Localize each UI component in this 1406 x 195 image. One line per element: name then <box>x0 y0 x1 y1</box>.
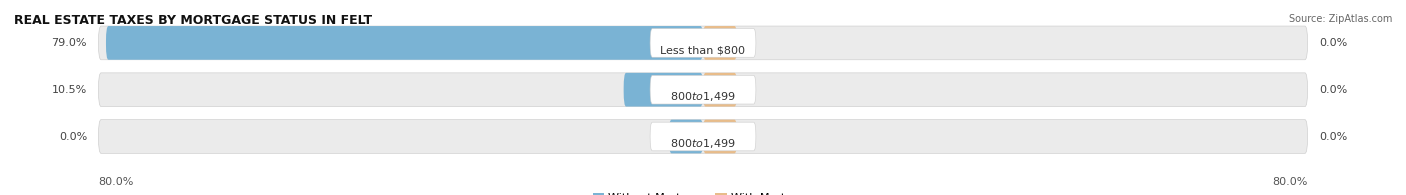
Text: $800 to $1,499: $800 to $1,499 <box>671 90 735 103</box>
Text: Less than $800: Less than $800 <box>661 45 745 55</box>
FancyBboxPatch shape <box>703 120 737 153</box>
Text: $800 to $1,499: $800 to $1,499 <box>671 137 735 150</box>
Text: 10.5%: 10.5% <box>52 85 87 95</box>
Text: 0.0%: 0.0% <box>1319 38 1347 48</box>
FancyBboxPatch shape <box>669 120 703 153</box>
FancyBboxPatch shape <box>624 73 703 106</box>
FancyBboxPatch shape <box>703 73 737 106</box>
FancyBboxPatch shape <box>650 29 756 57</box>
Text: REAL ESTATE TAXES BY MORTGAGE STATUS IN FELT: REAL ESTATE TAXES BY MORTGAGE STATUS IN … <box>14 14 373 27</box>
FancyBboxPatch shape <box>98 73 1308 106</box>
FancyBboxPatch shape <box>650 122 756 151</box>
FancyBboxPatch shape <box>650 75 756 104</box>
FancyBboxPatch shape <box>98 120 1308 153</box>
Text: Source: ZipAtlas.com: Source: ZipAtlas.com <box>1288 14 1392 24</box>
Text: 0.0%: 0.0% <box>59 131 87 142</box>
FancyBboxPatch shape <box>98 26 1308 60</box>
Text: 80.0%: 80.0% <box>98 177 134 187</box>
Text: 0.0%: 0.0% <box>1319 131 1347 142</box>
Text: 79.0%: 79.0% <box>52 38 87 48</box>
Text: 80.0%: 80.0% <box>1272 177 1308 187</box>
FancyBboxPatch shape <box>703 26 737 60</box>
FancyBboxPatch shape <box>105 26 703 60</box>
Text: 0.0%: 0.0% <box>1319 85 1347 95</box>
Legend: Without Mortgage, With Mortgage: Without Mortgage, With Mortgage <box>588 188 818 195</box>
